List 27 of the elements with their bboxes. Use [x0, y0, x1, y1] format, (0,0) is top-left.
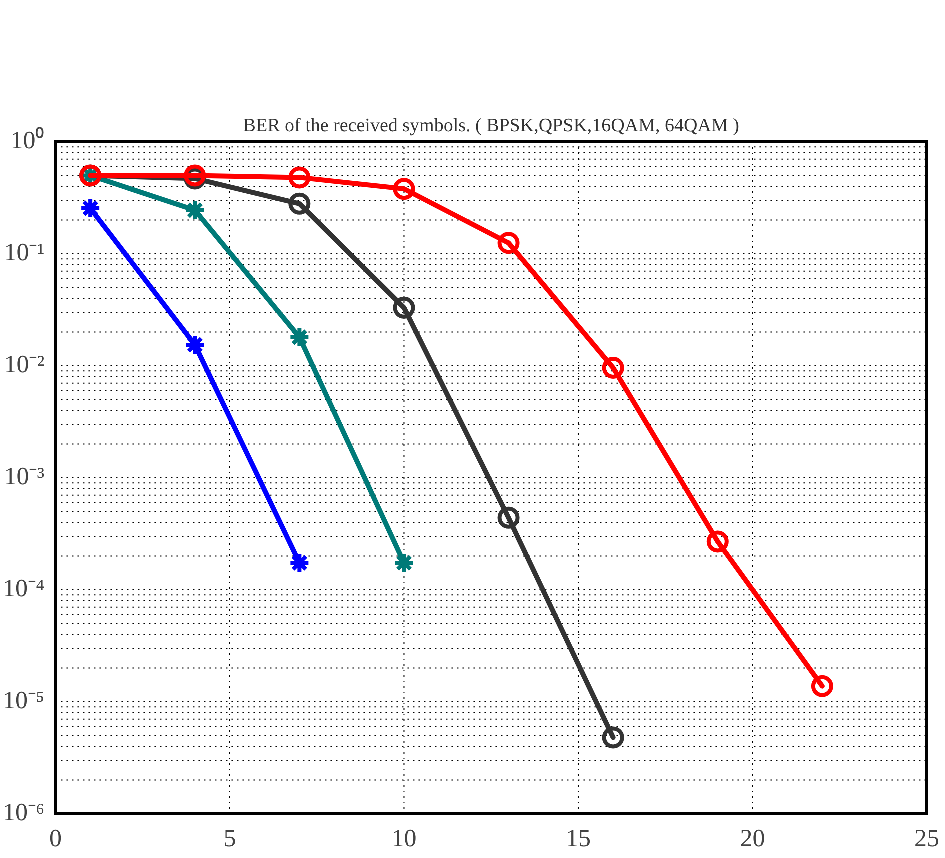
y-tick-label: 10⁻⁶ [2, 800, 45, 827]
point [288, 192, 311, 215]
y-tick-label: 10⁻⁴ [2, 576, 45, 603]
chart-title: BER of the received symbols. ( BPSK,QPSK,16QAM, 64QAM ) [243, 115, 740, 136]
point [706, 530, 729, 553]
point [184, 334, 206, 356]
point [602, 726, 624, 749]
point [184, 199, 206, 222]
x-tick-label: 20 [740, 826, 766, 853]
point [288, 166, 311, 189]
point [288, 326, 311, 348]
x-tick-label: 10 [392, 826, 417, 853]
x-tick-label: 25 [914, 826, 940, 853]
y-tick-label: 10⁻¹ [4, 240, 45, 267]
point [811, 675, 834, 698]
point [602, 356, 624, 379]
x-tick-label: 0 [49, 826, 62, 853]
point [393, 178, 416, 200]
y-tick-label: 10⁻³ [4, 464, 46, 491]
y-tick-label: 10⁻² [4, 352, 45, 379]
point [498, 506, 520, 529]
point [393, 296, 416, 319]
y-tick-label: 10⁻⁵ [2, 688, 45, 715]
x-tick-label: 5 [224, 826, 236, 853]
point [498, 232, 520, 254]
x-tick-label: 15 [566, 826, 591, 853]
y-tick-label: 10⁰ [10, 126, 45, 155]
